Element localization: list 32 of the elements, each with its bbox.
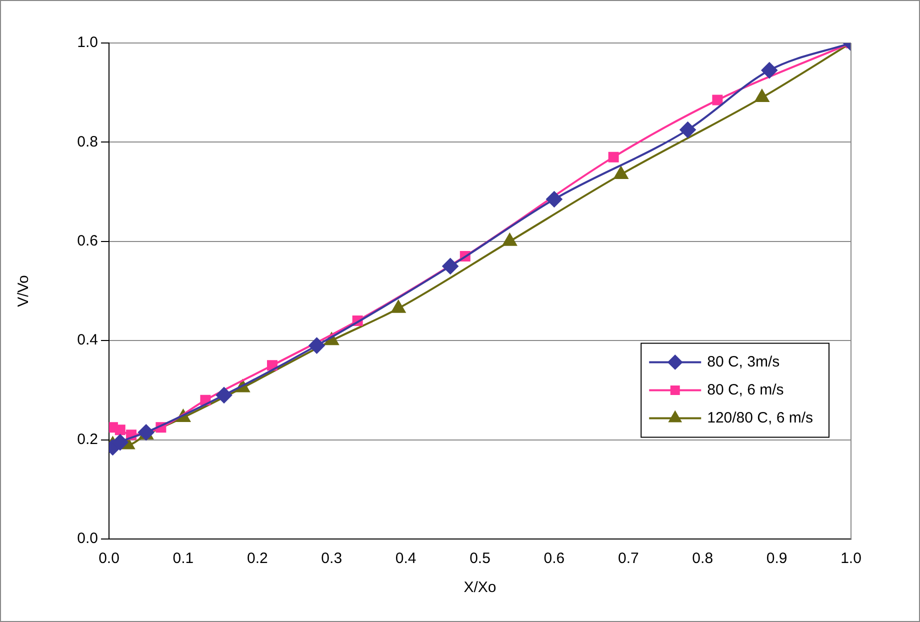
point [114, 424, 126, 436]
y-tick-label: 0.2 [77, 430, 98, 448]
x-tick-label: 0.4 [395, 550, 416, 568]
point [546, 191, 562, 208]
point [608, 152, 619, 162]
point [112, 434, 128, 450]
y-axis-title: V/Vo [15, 275, 32, 307]
point [680, 122, 696, 138]
x-tick-label: 0.6 [544, 550, 565, 568]
point [442, 258, 458, 274]
y-tick-label: 0.4 [77, 332, 98, 349]
x-tick-label: 0.7 [618, 550, 639, 568]
y-tick-label: 0.0 [77, 530, 98, 548]
y-tick-label: 1.0 [77, 34, 98, 52]
y-tick-label: 0.6 [77, 232, 98, 250]
x-tick-label: 0.0 [98, 550, 120, 568]
point [216, 387, 232, 404]
point [712, 94, 723, 106]
x-tick-label: 0.5 [470, 550, 490, 568]
x-axis-title: X/Xo [464, 579, 496, 596]
y-tick-label: 0.8 [77, 133, 98, 150]
x-tick-label: 1.0 [840, 550, 862, 568]
x-tick-label: 0.1 [172, 550, 194, 568]
x-tick-label: 0.2 [246, 550, 268, 568]
point [308, 338, 325, 354]
legend-label: 80 C, 6 m/s [707, 381, 784, 398]
x-tick-label: 0.9 [766, 550, 788, 568]
point [761, 62, 778, 78]
x-tick-label: 0.8 [692, 550, 714, 568]
legend-label: 80 C, 3m/s [707, 353, 780, 370]
x-tick-label: 0.3 [321, 550, 342, 568]
legend-label: 120/80 C, 6 m/s [707, 409, 814, 426]
